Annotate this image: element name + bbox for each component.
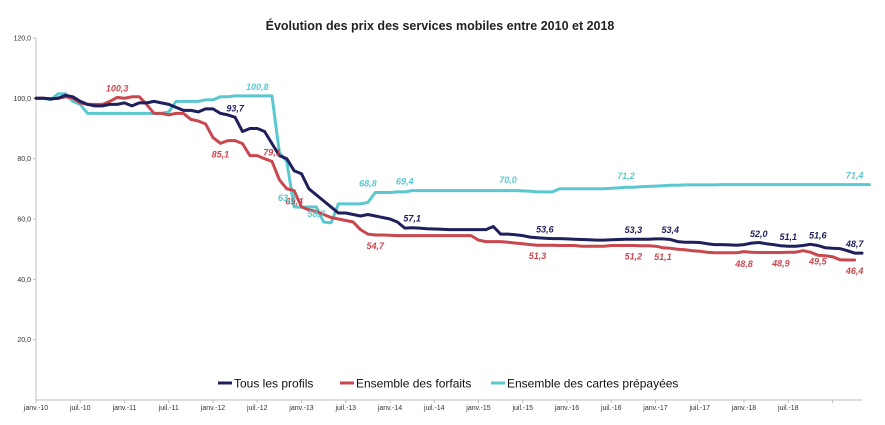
x-tick-label: juil.-13 (334, 405, 356, 412)
data-label: 51,1 (654, 252, 672, 262)
x-tick-label: juil.-10 (69, 405, 91, 412)
x-tick-label: juil.-11 (158, 405, 179, 412)
y-tick-label: 120,0 (13, 36, 31, 43)
data-label: 71,4 (846, 171, 864, 181)
data-label: 54,7 (366, 241, 385, 251)
data-label: 85,1 (212, 149, 230, 159)
chart-series (34, 92, 871, 262)
data-label: 49,5 (808, 257, 828, 267)
data-label: 51,3 (529, 251, 547, 261)
chart-data-labels: 93,7 57,1 53,6 53,3 53,4 52,0 51,1 51,6 48,7 100,… (106, 82, 865, 276)
data-label: 93,7 (226, 103, 245, 113)
data-label: 69,4 (285, 197, 303, 207)
x-tick-label: juil.-18 (777, 405, 799, 412)
data-label: 48,7 (845, 239, 865, 249)
data-label: 57,1 (403, 214, 421, 224)
legend-label: Ensemble des cartes prépayées (507, 377, 678, 391)
data-label: 100,3 (106, 83, 129, 93)
y-tick-label: 100,0 (13, 96, 31, 103)
y-tick-label: 20,0 (17, 337, 31, 344)
data-label: 69,4 (396, 177, 414, 187)
legend-label: Tous les profils (234, 377, 313, 391)
data-label: 53,6 (536, 224, 555, 234)
x-tick-label: juil.-15 (511, 405, 533, 412)
x-tick-label: janv.-15 (465, 405, 490, 412)
x-tick-label: janv.-18 (731, 405, 756, 412)
x-tick-label: janv.-16 (554, 405, 579, 412)
x-tick-label: juil.-16 (600, 405, 622, 412)
data-label: 52,0 (750, 229, 768, 239)
x-tick-label: janv.-11 (112, 405, 137, 412)
series-line-1 (34, 95, 857, 262)
y-tick-label: 60,0 (17, 217, 31, 224)
data-label: 53,3 (625, 225, 643, 235)
chart-legend: Tous les profils Ensemble des forfaits Ens… (218, 377, 678, 391)
y-tick-label: 80,0 (17, 156, 31, 163)
data-label: 53,4 (661, 225, 679, 235)
x-tick-label: janv.-10 (23, 405, 48, 412)
x-tick-label: janv.-13 (288, 405, 313, 412)
data-label: 71,2 (617, 171, 635, 181)
series-line-2 (34, 92, 871, 225)
x-tick-label: juil.-14 (423, 405, 445, 412)
y-tick-label: 40,0 (17, 277, 31, 284)
chart-title: Évolution des prix des services mobiles … (266, 18, 615, 33)
legend-label: Ensemble des forfaits (356, 377, 471, 391)
data-label: 51,6 (809, 230, 828, 240)
data-label: 79,1 (263, 147, 281, 157)
data-label: 48,8 (734, 259, 753, 269)
data-label: 63,9 (278, 193, 296, 203)
data-label: 46,4 (845, 266, 864, 276)
x-tick-label: juil.-17 (688, 405, 710, 412)
data-label: 58,7 (307, 209, 326, 219)
data-label: 51,2 (625, 252, 643, 262)
x-tick-label: janv.-12 (200, 405, 225, 412)
data-label: 68,8 (359, 178, 377, 188)
series-line-0 (34, 93, 864, 255)
data-label: 70,0 (499, 175, 517, 185)
data-label: 48,9 (771, 258, 790, 268)
chart-axes: 120,0 100,0 80,0 60,0 40,0 20,0 janv.-10 juil.-… (13, 36, 862, 412)
x-tick-label: janv.-17 (642, 405, 667, 412)
data-label: 51,1 (779, 232, 797, 242)
data-label: 100,8 (246, 82, 269, 92)
x-tick-label: juil.-12 (246, 405, 268, 412)
x-tick-label: janv.-14 (377, 405, 402, 412)
